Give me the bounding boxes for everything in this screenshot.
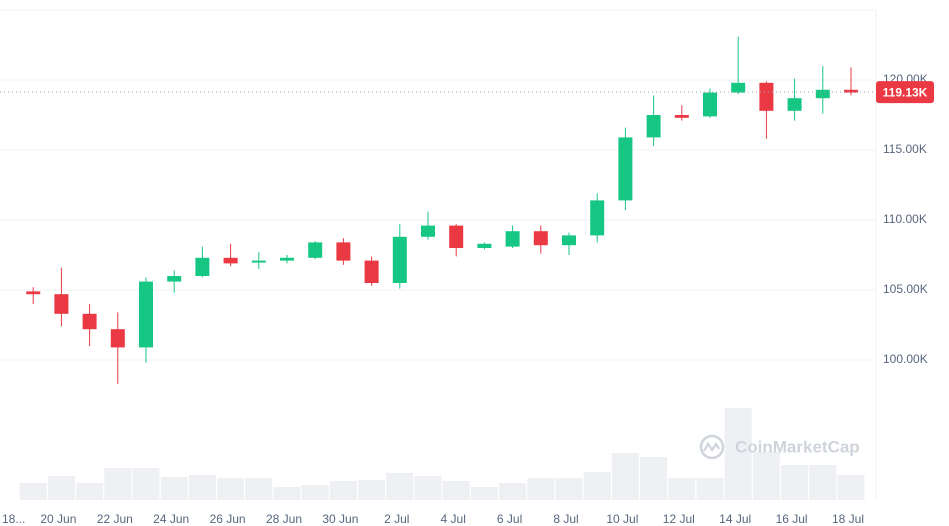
volume-bar bbox=[696, 478, 724, 500]
volume-bar bbox=[386, 473, 414, 500]
candle-body bbox=[703, 92, 717, 117]
candle-body bbox=[82, 313, 97, 330]
candle-body bbox=[815, 89, 830, 99]
candle-body bbox=[195, 257, 210, 276]
volume-bar bbox=[781, 465, 809, 500]
candle-body bbox=[477, 243, 492, 248]
candle-body bbox=[618, 137, 633, 201]
volume-bar bbox=[301, 485, 329, 500]
volume-bar bbox=[329, 481, 357, 500]
x-tick-label: 2 Jul bbox=[384, 512, 409, 526]
y-tick-label: 105.00K bbox=[883, 282, 928, 296]
volume-bar bbox=[358, 480, 386, 500]
volume-bar bbox=[470, 487, 498, 500]
candle-body bbox=[223, 257, 238, 264]
volume-bar bbox=[104, 468, 132, 500]
watermark-logo bbox=[699, 434, 725, 460]
volume-bar bbox=[583, 472, 611, 500]
volume-bar bbox=[752, 452, 780, 500]
volume-bar bbox=[217, 478, 245, 500]
candle-body bbox=[731, 82, 746, 93]
x-tick-label: 6 Jul bbox=[497, 512, 522, 526]
volume-bar bbox=[76, 483, 104, 500]
x-tick-label: 18... bbox=[2, 512, 25, 526]
y-tick-label: 115.00K bbox=[883, 142, 927, 156]
candle-body bbox=[674, 115, 689, 118]
x-tick-label: 14 Jul bbox=[719, 512, 751, 526]
volume-bar bbox=[611, 453, 639, 500]
x-tick-label: 10 Jul bbox=[606, 512, 638, 526]
x-tick-label: 22 Jun bbox=[97, 512, 133, 526]
volume-bar bbox=[809, 465, 837, 500]
x-tick-label: 16 Jul bbox=[776, 512, 808, 526]
candle-body bbox=[844, 89, 858, 93]
x-tick-label: 30 Jun bbox=[322, 512, 358, 526]
x-tick-label: 28 Jun bbox=[266, 512, 302, 526]
last-price-label: 119.13K bbox=[883, 85, 928, 99]
volume-bar bbox=[640, 457, 668, 500]
candle-body bbox=[336, 242, 351, 261]
candle-body bbox=[308, 242, 323, 258]
x-tick-label: 26 Jun bbox=[210, 512, 246, 526]
candle-body bbox=[787, 98, 802, 111]
candle-body bbox=[533, 231, 548, 246]
volume-bar bbox=[414, 476, 442, 500]
last-price-badge bbox=[876, 81, 934, 104]
volume-bar bbox=[273, 487, 301, 500]
candle-body bbox=[54, 294, 69, 314]
candle-body bbox=[364, 260, 379, 283]
x-tick-label: 4 Jul bbox=[441, 512, 466, 526]
volume-bar bbox=[19, 483, 47, 500]
candle-body bbox=[759, 82, 774, 111]
y-tick-label: 100.00K bbox=[883, 352, 928, 366]
candle-body bbox=[449, 225, 464, 248]
volume-bar bbox=[160, 477, 188, 500]
candle-body bbox=[167, 276, 182, 282]
candle-body bbox=[562, 235, 576, 246]
candle-body bbox=[421, 225, 435, 237]
candle-body bbox=[590, 200, 605, 236]
volume-bar bbox=[668, 478, 696, 500]
x-tick-label: 20 Jun bbox=[40, 512, 76, 526]
candle-body bbox=[26, 291, 41, 295]
x-tick-label: 24 Jun bbox=[153, 512, 189, 526]
candle-body bbox=[139, 281, 153, 348]
candle-body bbox=[110, 329, 125, 348]
grid bbox=[0, 79, 876, 361]
volume-bar bbox=[837, 475, 865, 500]
watermark: CoinMarketCap bbox=[735, 437, 860, 456]
x-tick-label: 18 Jul bbox=[832, 512, 864, 526]
volume-bar bbox=[188, 475, 216, 500]
candle-body bbox=[251, 260, 266, 263]
volume-bar bbox=[132, 468, 160, 500]
x-tick-label: 12 Jul bbox=[663, 512, 695, 526]
volume-bar bbox=[442, 481, 470, 500]
volume-bars bbox=[19, 408, 865, 500]
y-tick-label: 110.00K bbox=[883, 212, 927, 226]
volume-bar bbox=[527, 478, 555, 500]
volume-bar bbox=[555, 478, 583, 500]
volume-bar bbox=[724, 408, 752, 500]
volume-bar bbox=[47, 476, 75, 500]
candle-body bbox=[280, 257, 294, 261]
x-tick-label: 8 Jul bbox=[553, 512, 578, 526]
volume-bar bbox=[499, 483, 527, 500]
candle-body bbox=[392, 236, 407, 283]
volume-bar bbox=[245, 478, 273, 500]
candle-body bbox=[505, 231, 520, 247]
candle-body bbox=[646, 115, 661, 138]
